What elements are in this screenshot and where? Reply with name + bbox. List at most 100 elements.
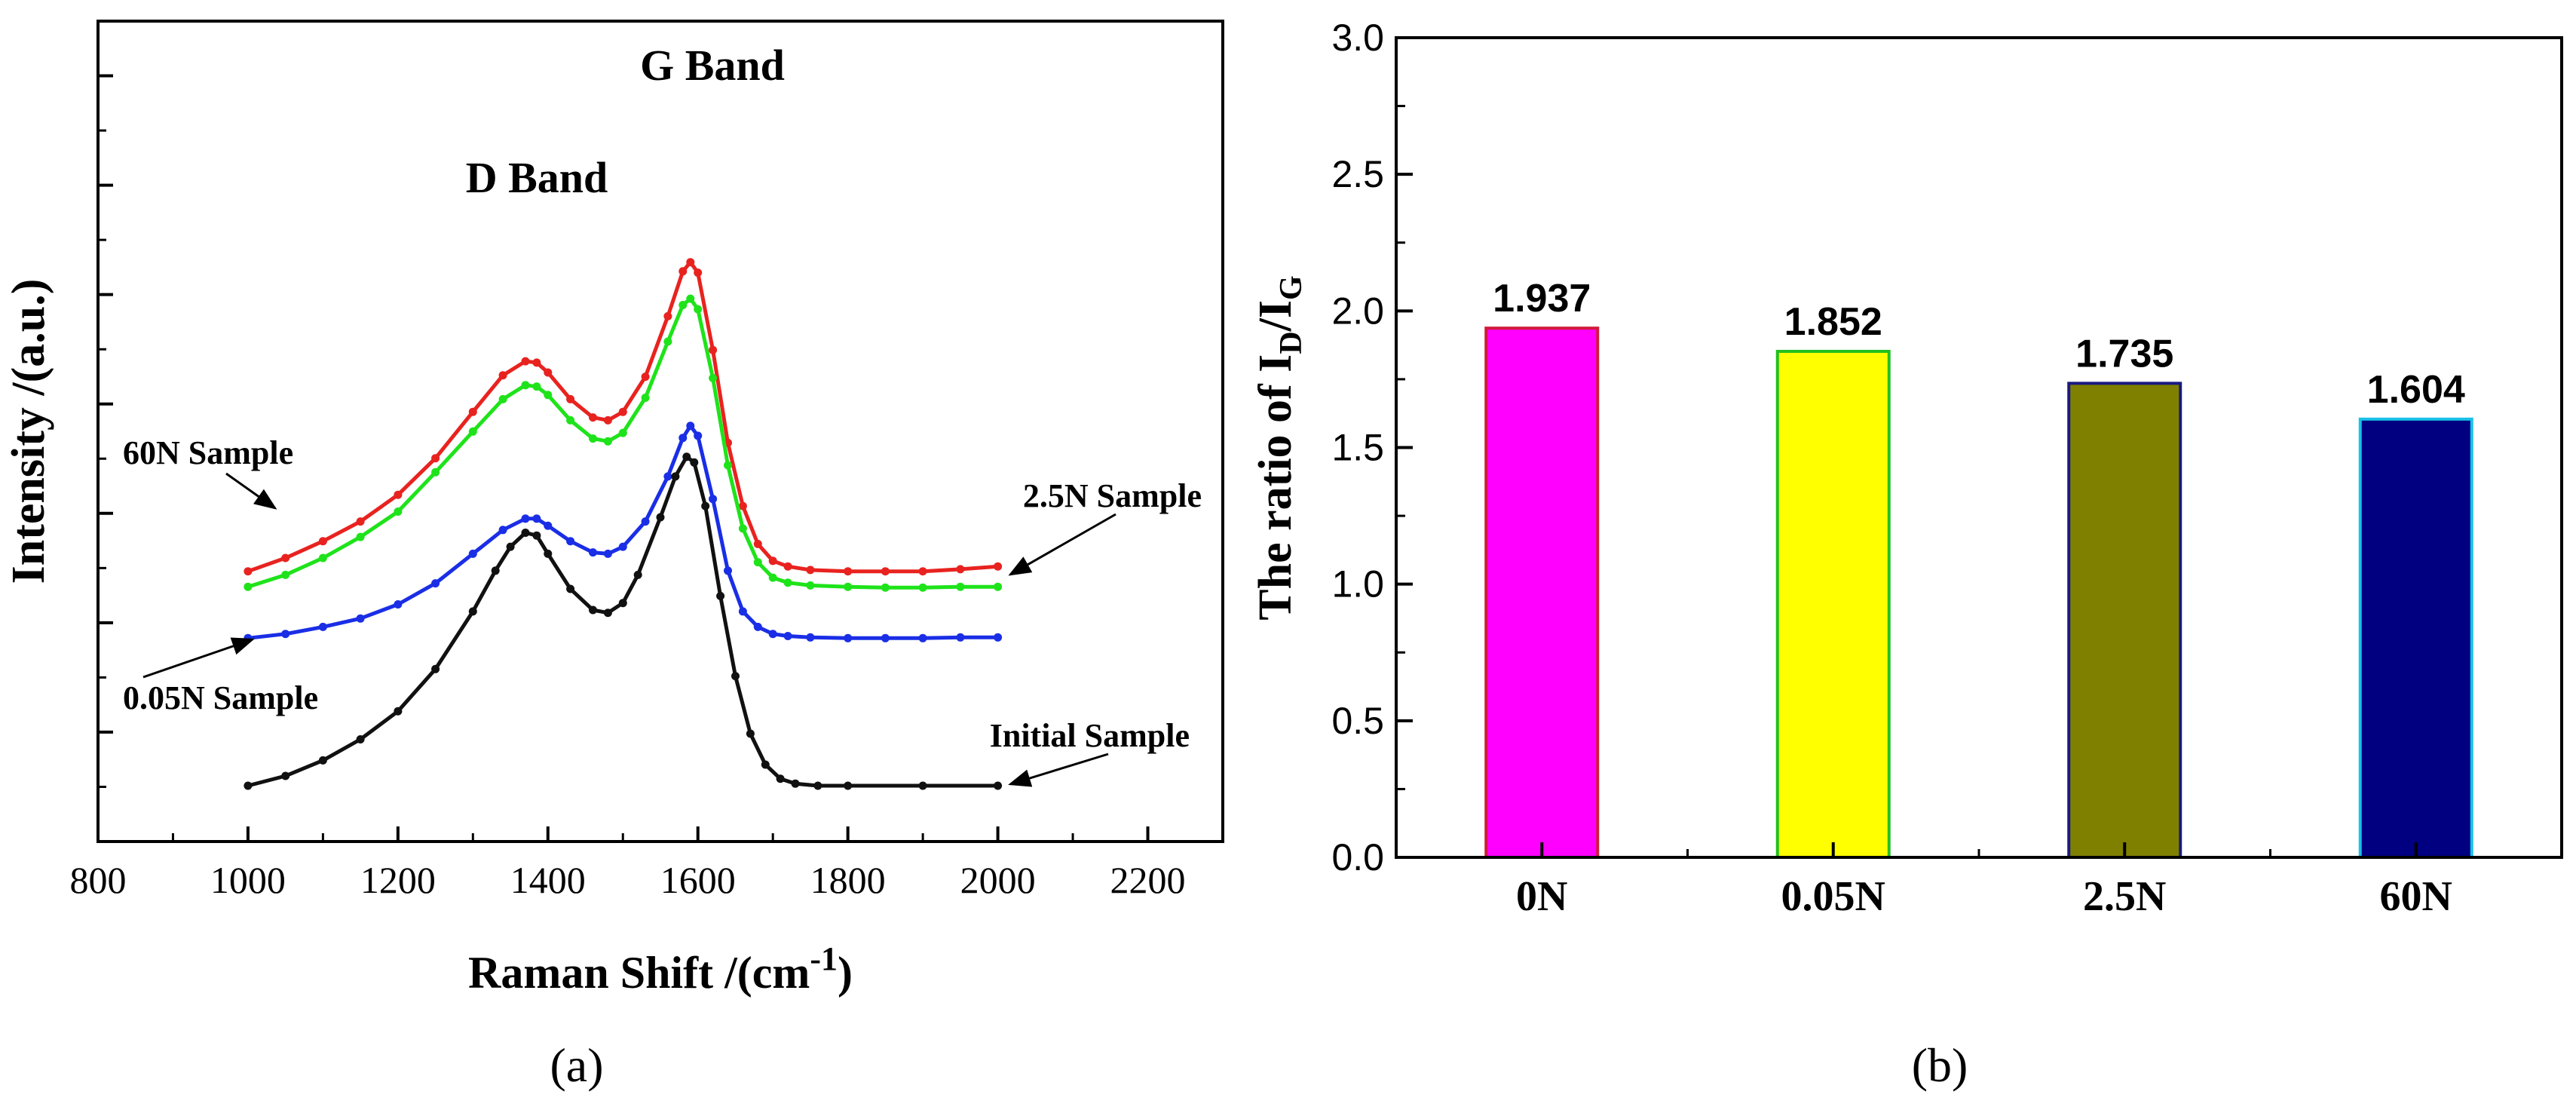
sample-2-5n-label: 2.5N Sample: [1023, 477, 1202, 514]
data-point-2-5n-sample: [468, 427, 477, 436]
ratio-axis-ticks: 0.0 0.5 1.0 1.5 2.0 2.5 3.0: [1331, 17, 2418, 878]
data-point-initial-sample: [731, 672, 740, 681]
data-point-initial-sample: [544, 549, 553, 558]
data-point-0-05n-sample: [806, 633, 815, 642]
data-point-0-05n-sample: [566, 537, 575, 546]
data-point-0-05n-sample: [694, 431, 703, 440]
y-title-sub-g: G: [1274, 275, 1309, 300]
data-point-initial-sample: [618, 599, 627, 608]
data-point-initial-sample: [682, 452, 691, 461]
data-point-0-05n-sample: [663, 472, 672, 481]
data-point-0-05n-sample: [589, 548, 597, 557]
y-tick-label: 2.5: [1331, 153, 1384, 195]
data-point-initial-sample: [431, 664, 440, 673]
data-point-0-05n-sample: [783, 632, 792, 640]
category-label: 2.5N: [2083, 873, 2166, 920]
data-point-2-5n-sample: [618, 428, 627, 437]
data-point-60n-sample: [603, 415, 612, 425]
x-tick-label: 1400: [510, 859, 586, 901]
data-point-60n-sample: [686, 258, 695, 267]
data-point-0-05n-sample: [431, 579, 440, 588]
data-point-initial-sample: [994, 781, 1003, 790]
data-point-0-05n-sample: [468, 549, 477, 558]
data-point-initial-sample: [656, 513, 665, 522]
data-point-60n-sample: [663, 311, 672, 320]
data-point-0-05n-sample: [768, 630, 777, 639]
data-point-60n-sample: [956, 565, 965, 574]
data-point-2-5n-sample: [532, 382, 541, 391]
x-title-main: Raman Shift /(cm: [468, 948, 810, 998]
data-point-0-05n-sample: [956, 633, 965, 642]
ratio-bars-group: 1.937 0N 1.852 0.05N 1.735 2.5N 1.604 60N: [1484, 277, 2473, 920]
data-point-2-5n-sample: [431, 468, 440, 477]
data-point-60n-sample: [918, 567, 927, 576]
data-point-initial-sample: [701, 501, 710, 510]
data-point-initial-sample: [281, 771, 290, 780]
data-point-0-05n-sample: [521, 514, 530, 523]
data-point-initial-sample: [746, 729, 755, 738]
y-title-mid: /I: [1250, 300, 1301, 332]
data-point-0-05n-sample: [709, 495, 718, 504]
data-point-initial-sample: [690, 458, 699, 467]
data-point-60n-sample: [356, 517, 365, 526]
data-point-2-5n-sample: [589, 434, 597, 443]
data-point-2-5n-sample: [281, 570, 290, 579]
bar-0-05n: [1775, 349, 1891, 859]
category-label: 0.05N: [1781, 873, 1885, 920]
data-point-60n-sample: [709, 345, 718, 354]
data-point-0-05n-sample: [753, 622, 762, 631]
data-point-2-5n-sample: [753, 558, 762, 567]
category-label: 60N: [2380, 873, 2452, 920]
data-point-60n-sample: [281, 553, 290, 563]
bar-60n: [2358, 417, 2473, 859]
data-point-2-5n-sample: [603, 437, 612, 446]
data-point-initial-sample: [491, 566, 500, 575]
raman-series-group: [244, 258, 1003, 790]
data-point-2-5n-sample: [686, 294, 695, 303]
data-point-60n-sample: [532, 358, 541, 367]
initial-sample-label: Initial Sample: [990, 717, 1190, 754]
data-point-2-5n-sample: [709, 373, 718, 382]
d-band-label: D Band: [466, 153, 608, 202]
data-point-initial-sample: [813, 781, 822, 790]
x-tick-label: 1600: [660, 859, 736, 901]
panel-b-label: (b): [1912, 1038, 1968, 1092]
raman-axis-ticks: 800 1000 1200 1400 1600 1800 2000 2200: [70, 74, 1186, 901]
g-band-label: G Band: [640, 41, 785, 90]
y-tick-label: 0.0: [1331, 836, 1384, 878]
data-point-2-5n-sample: [783, 578, 792, 587]
raman-chart: 800 1000 1200 1400 1600 1800 2000 2200 G Band D…: [3, 20, 1224, 1092]
data-point-60n-sample: [589, 413, 597, 422]
y-title-prefix: The ratio of I: [1250, 354, 1301, 621]
bar-value-label: 1.735: [2075, 332, 2173, 376]
data-point-0-05n-sample: [394, 600, 403, 609]
data-point-0-05n-sample: [544, 521, 553, 530]
data-point-60n-sample: [738, 501, 747, 510]
data-point-initial-sample: [318, 756, 327, 765]
data-point-0-05n-sample: [356, 614, 365, 623]
bar-value-label: 1.604: [2367, 368, 2465, 412]
x-title-sup: -1: [810, 940, 838, 977]
x-tick-label: 1000: [210, 859, 286, 901]
data-point-2-5n-sample: [994, 582, 1003, 591]
data-point-2-5n-sample: [356, 532, 365, 541]
data-point-initial-sample: [506, 542, 515, 551]
data-point-60n-sample: [641, 373, 650, 382]
raman-x-axis-title: Raman Shift /(cm-1): [468, 940, 853, 998]
data-point-60n-sample: [566, 394, 575, 403]
data-point-60n-sample: [844, 567, 853, 576]
data-point-initial-sample: [394, 707, 403, 716]
data-point-initial-sample: [844, 781, 853, 790]
data-point-initial-sample: [521, 529, 530, 537]
data-point-60n-sample: [244, 567, 253, 576]
data-point-initial-sample: [761, 760, 770, 769]
data-point-2-5n-sample: [678, 301, 688, 309]
raman-plot-frame: [96, 20, 1224, 843]
bar-value-label: 1.852: [1784, 300, 1882, 344]
data-point-2-5n-sample: [544, 391, 553, 400]
data-point-0-05n-sample: [603, 549, 612, 558]
data-point-60n-sample: [678, 267, 688, 276]
data-point-0-05n-sample: [918, 633, 927, 642]
data-point-initial-sample: [776, 774, 785, 783]
